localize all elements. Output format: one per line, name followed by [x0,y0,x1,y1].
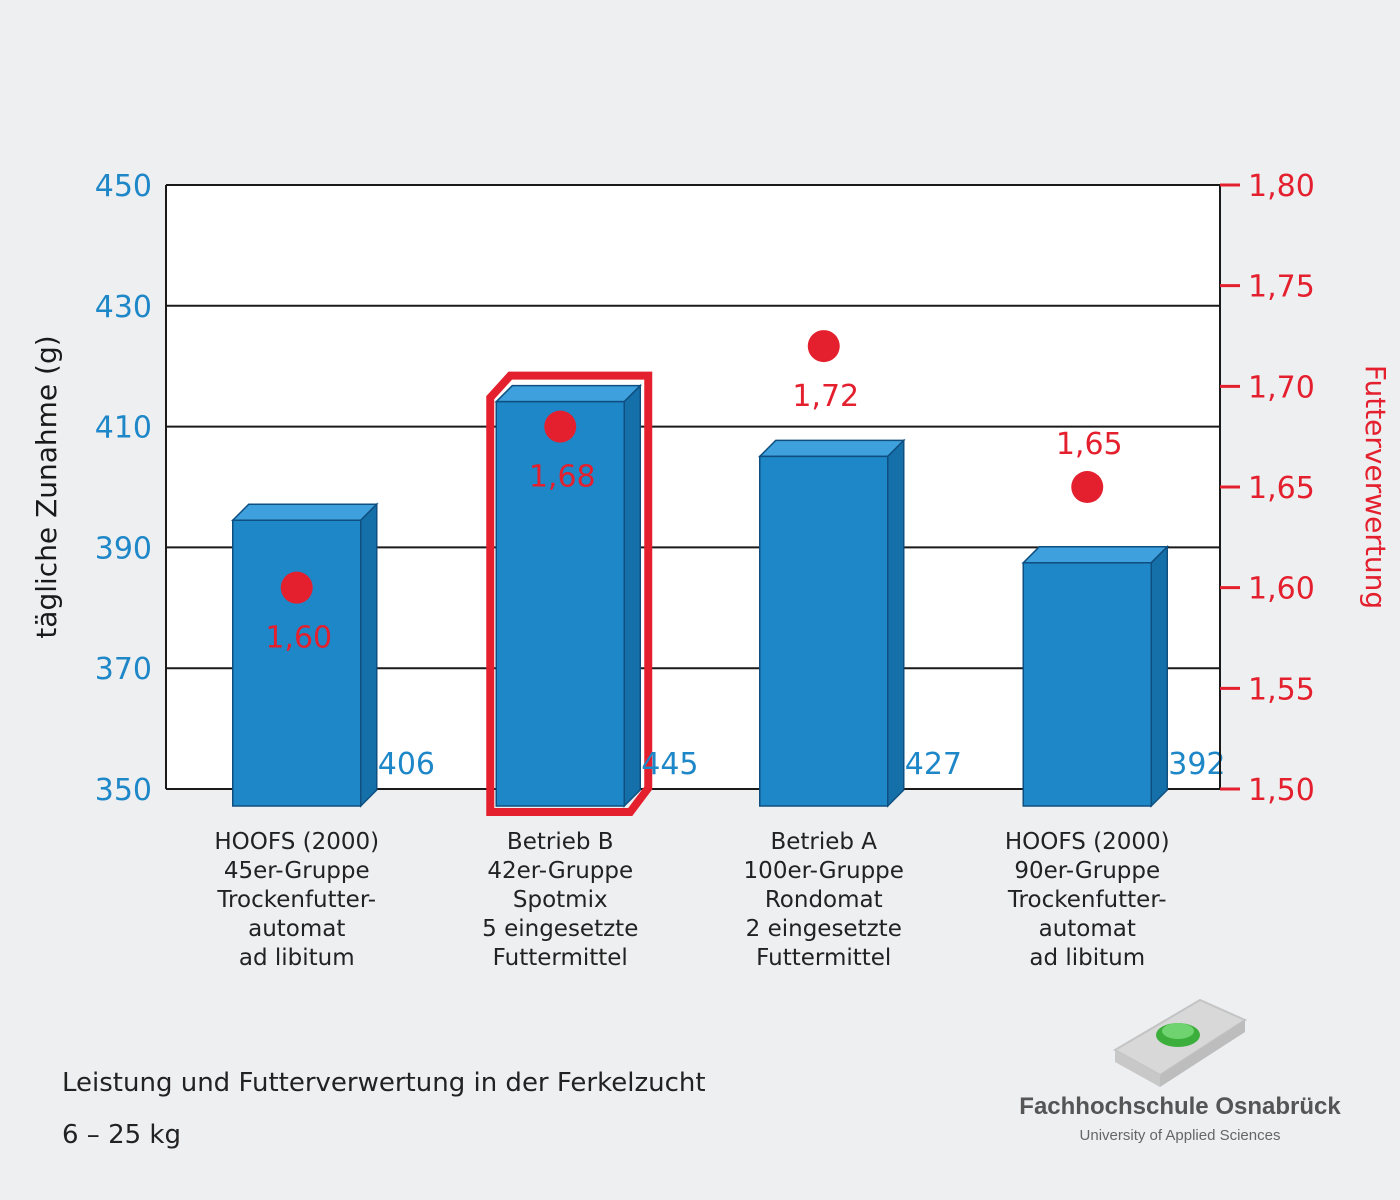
point-value-label: 1,72 [792,379,859,414]
x-category-label-line: 100er-Gruppe [743,858,904,884]
points: 1,60 1,68 1,72 1,65 [265,330,1123,656]
y-right-tick-label: 1,55 [1248,672,1315,707]
y-right-tick-label: 1,75 [1248,270,1315,305]
bar-value-label: 392 [1168,747,1225,782]
y-right-tick-label: 1,70 [1248,370,1315,405]
highlight-frame [486,371,653,816]
x-category-label-line: Futtermittel [756,945,892,971]
x-category-label-line: Futtermittel [492,945,628,971]
x-category-label-line: Trockenfutter- [217,887,377,913]
bar [232,519,362,807]
bar-side [1150,544,1168,808]
y-right-tick-label: 1,50 [1248,773,1315,808]
bar-side [360,502,378,808]
x-category-label: Betrieb B 42er-Gruppe Spotmix 5 eingesetzte… [440,828,680,973]
y-left-tick-label: 450 [95,169,152,204]
chart: 406 445 427 392 1,60 1,68 1,72 1,65 450 430 410 3… [30,169,1392,816]
x-category-label-line: 90er-Gruppe [1014,858,1161,884]
bars: 406 445 427 392 [230,371,1226,816]
y-left-axis-title: tägliche Zunahme (g) [30,335,63,638]
y-left-tick-label: 390 [95,531,152,566]
y-right-axis-title: Futterverwertung [1359,365,1392,609]
point [807,330,840,363]
x-category-label-line: 42er-Gruppe [487,858,634,884]
bar-value-label: 427 [905,747,962,782]
x-category-label-line: 2 eingesetzte [745,916,902,942]
y-right-tick-label: 1,80 [1248,169,1315,204]
x-category-label-line: 45er-Gruppe [223,858,370,884]
x-category-label: HOOFS (2000) 45er-Gruppe Trockenfutter-aut… [177,828,417,973]
x-category-label: Betrieb A 100er-Gruppe Rondomat 2 eingesetz… [704,828,944,973]
bar-side [623,383,641,808]
x-category-label-line: ad libitum [238,945,355,971]
x-category-label-line: Spotmix [512,887,608,913]
axes: 4504304103903703501,801,751,701,651,601,… [30,169,1392,808]
bar-top [494,384,643,403]
point [280,571,313,604]
point-value-label: 1,65 [1056,427,1123,462]
x-category-label-line: Trockenfutter- [1007,887,1167,913]
bar [1022,562,1152,807]
y-right-tick-label: 1,65 [1248,471,1315,506]
caption-subtitle: 6 – 25 kg [62,1120,181,1150]
x-category-label-line: Rondomat [764,887,883,913]
bar-value-label: 406 [378,747,435,782]
point-value-label: 1,68 [529,460,596,495]
university-logo: Fachhochschule Osnabrück University of A… [1000,995,1360,1155]
logo-subtitle: University of Applied Sciences [1079,1127,1281,1144]
bar-top [230,503,379,521]
logo-name: Fachhochschule Osnabrück [1019,1093,1341,1120]
y-right-tick-label: 1,60 [1248,572,1315,607]
y-left-tick-label: 350 [95,773,152,808]
x-category-label-line: 5 eingesetzte [482,916,639,942]
x-category-label-line: HOOFS (2000) [1004,829,1170,855]
x-category-label-line: Betrieb B [506,829,614,855]
x-category-label-line: Betrieb A [770,829,878,855]
point [544,410,577,443]
point-value-label: 1,60 [265,621,332,656]
bar [759,455,889,807]
bar-top [757,439,906,458]
x-category-label-line: automat [1038,916,1136,942]
logo-emblem-icon [1112,998,1248,1087]
y-left-tick-label: 410 [95,411,152,446]
bar-value-label: 445 [641,747,698,782]
x-category-label-line: automat [248,916,346,942]
y-left-tick-label: 370 [95,652,152,687]
x-category-label: HOOFS (2000) 90er-Gruppe Trockenfutter-aut… [967,828,1207,973]
x-category-label-line: ad libitum [1029,945,1146,971]
bar [495,400,625,807]
caption-title: Leistung und Futterverwertung in der Fer… [62,1068,706,1098]
bar-side [887,438,905,808]
point [1071,471,1104,503]
x-category-label-line: HOOFS (2000) [214,829,380,855]
y-left-tick-label: 430 [95,290,152,325]
bar-top [1021,546,1170,564]
